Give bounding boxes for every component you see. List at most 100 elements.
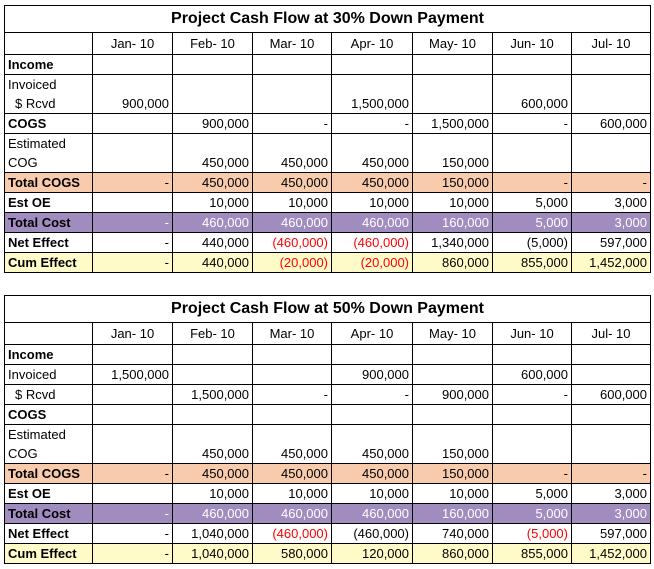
cell: - bbox=[92, 463, 173, 484]
cell: 460,000 bbox=[172, 212, 253, 233]
cell: 120,000 bbox=[331, 543, 413, 564]
cell: 10,000 bbox=[252, 192, 332, 213]
row-label-total-cogs: Total COGS bbox=[4, 172, 93, 193]
row-label-income: Income bbox=[4, 344, 93, 365]
cell: 160,000 bbox=[412, 212, 493, 233]
cell: - bbox=[571, 172, 651, 193]
cell: - bbox=[492, 113, 572, 134]
cell bbox=[92, 444, 173, 464]
cell: 450,000 bbox=[331, 444, 413, 464]
total-cost-row: Total Cost - 460,000 460,000 460,000 160… bbox=[4, 212, 651, 233]
cell-negative: (20,000) bbox=[331, 252, 413, 273]
row-label-cogs: COGS bbox=[4, 113, 93, 134]
cell bbox=[571, 153, 651, 173]
cell-negative: (460,000) bbox=[252, 232, 332, 253]
cell: 5,000 bbox=[492, 483, 572, 504]
cell: 450,000 bbox=[331, 172, 413, 193]
cell: 440,000 bbox=[172, 252, 253, 273]
cell: 450,000 bbox=[252, 444, 332, 464]
cell: 1,340,000 bbox=[412, 232, 493, 253]
cell: 5,000 bbox=[492, 192, 572, 213]
cell: - bbox=[492, 172, 572, 193]
cell: 450,000 bbox=[252, 463, 332, 484]
cell: 1,040,000 bbox=[172, 523, 253, 544]
cell: 150,000 bbox=[412, 172, 493, 193]
cell: 450,000 bbox=[172, 172, 253, 193]
cell: 860,000 bbox=[412, 543, 493, 564]
row-label-net-effect: Net Effect bbox=[4, 232, 93, 253]
cog-row: COG 450,000 450,000 450,000 150,000 bbox=[4, 153, 651, 173]
row-label-rcvd: $ Rcvd bbox=[4, 94, 93, 114]
est-oe-row: Est OE 10,000 10,000 10,000 10,000 5,000… bbox=[4, 192, 651, 213]
cell: 150,000 bbox=[412, 444, 493, 464]
cell bbox=[92, 384, 173, 405]
month-header: Jul- 10 bbox=[571, 32, 651, 55]
cell bbox=[252, 364, 332, 385]
header-blank bbox=[4, 322, 93, 345]
cell bbox=[412, 94, 493, 114]
row-label-cog: COG bbox=[4, 153, 93, 173]
table-title-row: Project Cash Flow at 30% Down Payment bbox=[4, 5, 651, 33]
cell: 450,000 bbox=[172, 444, 253, 464]
cell: 600,000 bbox=[492, 364, 572, 385]
month-header: Jul- 10 bbox=[571, 322, 651, 345]
income-row: Income bbox=[4, 54, 651, 75]
row-label-rcvd: $ Rcvd bbox=[4, 384, 93, 405]
cell: 1,500,000 bbox=[172, 384, 253, 405]
cell: 740,000 bbox=[412, 523, 493, 544]
cell: 597,000 bbox=[571, 523, 651, 544]
cell: 1,452,000 bbox=[571, 252, 651, 273]
table-title-row: Project Cash Flow at 50% Down Payment bbox=[4, 295, 651, 323]
cell: 10,000 bbox=[331, 192, 413, 213]
row-label-estimated: Estimated bbox=[4, 424, 93, 444]
net-effect-row: Net Effect - 1,040,000 (460,000) (460,00… bbox=[4, 523, 651, 544]
cell: 5,000 bbox=[492, 212, 572, 233]
month-header: Jun- 10 bbox=[492, 32, 572, 55]
cell: 460,000 bbox=[252, 212, 332, 233]
total-cogs-row: Total COGS - 450,000 450,000 450,000 150… bbox=[4, 463, 651, 484]
cell bbox=[92, 113, 173, 134]
cell: - bbox=[492, 384, 572, 405]
row-label-est-oe: Est OE bbox=[4, 192, 93, 213]
month-header: Mar- 10 bbox=[252, 32, 332, 55]
cell-negative: (20,000) bbox=[252, 252, 332, 273]
month-header: May- 10 bbox=[412, 32, 493, 55]
month-header: Jan- 10 bbox=[92, 32, 173, 55]
cell: 855,000 bbox=[492, 543, 572, 564]
cell: - bbox=[92, 172, 173, 193]
cell: - bbox=[92, 523, 173, 544]
cell: 600,000 bbox=[571, 113, 651, 134]
cell: - bbox=[92, 503, 173, 524]
cell: 460,000 bbox=[331, 212, 413, 233]
cell bbox=[571, 364, 651, 385]
cell bbox=[92, 483, 173, 504]
cell: 860,000 bbox=[412, 252, 493, 273]
month-header: Jun- 10 bbox=[492, 322, 572, 345]
cell: 160,000 bbox=[412, 503, 493, 524]
cell-negative: (460,000) bbox=[252, 523, 332, 544]
month-header: Apr- 10 bbox=[331, 32, 413, 55]
cell: 10,000 bbox=[412, 192, 493, 213]
cell: 1,500,000 bbox=[412, 113, 493, 134]
cum-effect-row: Cum Effect - 1,040,000 580,000 120,000 8… bbox=[4, 543, 651, 564]
cell: 600,000 bbox=[571, 384, 651, 405]
cell: 450,000 bbox=[331, 463, 413, 484]
cell bbox=[252, 94, 332, 114]
cell: 150,000 bbox=[412, 463, 493, 484]
month-header: Jan- 10 bbox=[92, 322, 173, 345]
cell: (460,000) bbox=[331, 523, 413, 544]
row-label-total-cogs: Total COGS bbox=[4, 463, 93, 484]
header-blank bbox=[4, 32, 93, 55]
cell bbox=[571, 444, 651, 464]
rcvd-row: $ Rcvd 1,500,000 - - 900,000 - 600,000 bbox=[4, 384, 651, 405]
cell: - bbox=[92, 252, 173, 273]
cell: 1,040,000 bbox=[172, 543, 253, 564]
cogs-row: COGS 900,000 - - 1,500,000 - 600,000 bbox=[4, 113, 651, 134]
est-oe-row: Est OE 10,000 10,000 10,000 10,000 5,000… bbox=[4, 483, 651, 504]
month-header: Mar- 10 bbox=[252, 322, 332, 345]
row-label-cog: COG bbox=[4, 444, 93, 464]
cell: 1,500,000 bbox=[92, 364, 173, 385]
row-label-invoiced: Invoiced bbox=[4, 74, 93, 94]
cell: 440,000 bbox=[172, 232, 253, 253]
cell-negative: (460,000) bbox=[331, 232, 413, 253]
